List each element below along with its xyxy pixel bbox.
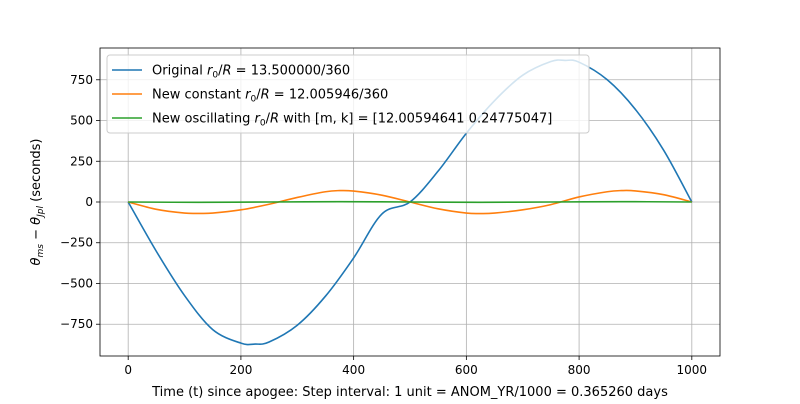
y-axis-label: θms − θJpl (seconds)	[29, 139, 46, 266]
legend-text: = 12.005946/360	[270, 88, 389, 103]
y-label-theta: θ	[29, 217, 44, 225]
y-label-subscript: Jpl	[36, 205, 46, 218]
y-label-units: (seconds)	[29, 139, 44, 206]
y-label-subscript: ms	[36, 244, 46, 258]
x-tick-label: 200	[229, 363, 252, 377]
y-tick-label: −250	[60, 236, 93, 250]
y-tick-label: 250	[70, 154, 93, 168]
legend-box	[106, 54, 590, 134]
legend-math: r	[245, 88, 252, 103]
legend-math: R	[270, 112, 279, 127]
y-tick-label: −500	[60, 276, 93, 290]
axis-ticks: 0 200 400 600 800 1000 −750 −500 −250 0 250 500 750	[60, 73, 707, 377]
legend-entry: Original r0/R = 13.500000/360	[152, 64, 350, 81]
x-tick-label: 0	[124, 363, 132, 377]
legend-text: = 13.500000/360	[232, 64, 351, 79]
y-tick-label: 750	[70, 73, 93, 87]
legend-math: R	[261, 88, 270, 103]
legend-text: /	[218, 64, 223, 79]
x-axis-label: Time (t) since apogee: Step interval: 1 …	[151, 385, 668, 400]
legend-text: New oscillating	[152, 112, 255, 127]
legend-text: /	[256, 88, 261, 103]
series-line	[128, 200, 692, 204]
legend-entry: New constant r0/R = 12.005946/360	[152, 88, 388, 105]
legend-math: r	[207, 64, 214, 79]
legend-text: with [m, k] = [12.00594641 0.24775047]	[279, 112, 552, 127]
y-tick-label: −750	[60, 317, 93, 331]
legend-math: R	[223, 64, 232, 79]
x-tick-label: 1000	[677, 363, 708, 377]
y-tick-label: 0	[85, 195, 93, 209]
legend-subscript: 0	[260, 119, 266, 129]
legend-subscript: 0	[251, 95, 257, 105]
legend-text: New constant	[152, 88, 245, 103]
x-tick-label: 800	[568, 363, 591, 377]
y-label-minus: −	[29, 225, 44, 244]
y-tick-label: 500	[70, 114, 93, 128]
y-label-theta: θ	[29, 257, 44, 265]
legend-subscript: 0	[212, 71, 218, 81]
x-tick-label: 400	[342, 363, 365, 377]
legend-math: r	[255, 112, 262, 127]
legend-text: Original	[152, 64, 207, 79]
x-tick-label: 600	[455, 363, 478, 377]
legend-text: /	[266, 112, 271, 127]
legend-entry: New oscillating r0/R with [m, k] = [12.0…	[152, 112, 552, 129]
